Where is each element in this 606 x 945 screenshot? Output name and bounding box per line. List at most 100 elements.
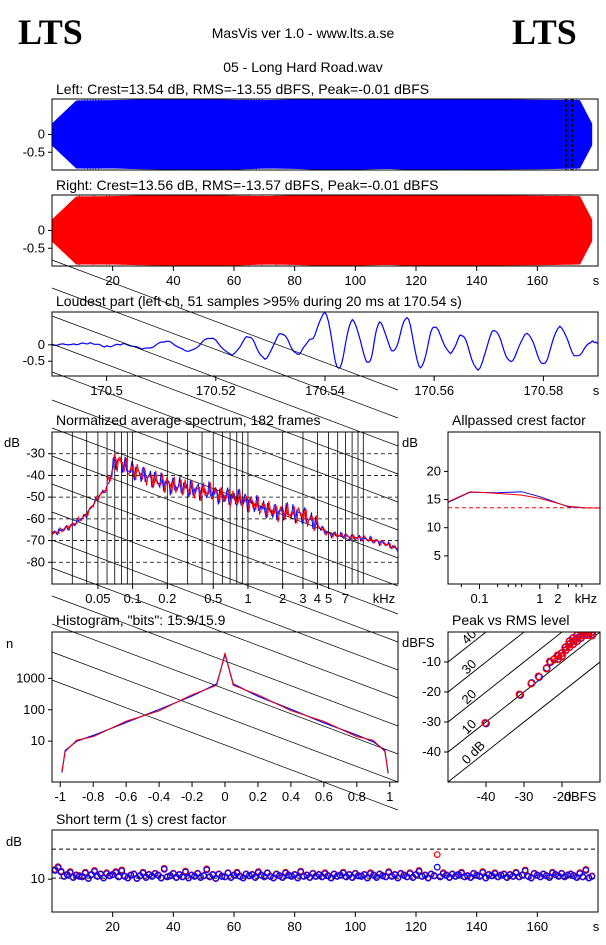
allpassed-ytick-1-label: 15 xyxy=(427,492,441,507)
spectrum-x-unit: kHz xyxy=(373,591,395,606)
right-waveform-xtick-2-label: 60 xyxy=(227,273,241,288)
short-term-point-1-53 xyxy=(212,875,220,883)
spectrum-xtick-2-label: 0.2 xyxy=(158,591,176,606)
histogram-y-unit: n xyxy=(6,636,13,651)
spectrum-slope-line-1 xyxy=(51,287,399,419)
spectrum-slope-line-9 xyxy=(51,511,399,643)
spectrum-ytick-1-label: -40 xyxy=(26,467,45,482)
right-waveform-xtick-1-label: 40 xyxy=(166,273,180,288)
allpassed-x-unit: kHz xyxy=(575,591,597,606)
short-term-point-1-26 xyxy=(130,870,138,878)
short-term-point-1-2 xyxy=(57,868,65,876)
spectrum-slope-line-0 xyxy=(51,259,399,391)
allpassed-y-unit: dB xyxy=(402,435,418,450)
histogram-title: Histogram, "bits": 15.9/15.9 xyxy=(56,612,226,628)
left-waveform-panel: 0 -0.5 xyxy=(23,98,599,171)
short-term-point-1-103 xyxy=(364,874,371,882)
histogram-xtick-6-label: 0.2 xyxy=(249,789,267,804)
allpassed-frame xyxy=(447,431,601,585)
right-waveform-xtick-5-label: 120 xyxy=(405,273,427,288)
short-term-xtick-0-label: 20 xyxy=(105,919,119,934)
short-term-xtick-7-label: 160 xyxy=(526,919,548,934)
peak-rms-point-1-28 xyxy=(569,640,577,649)
loudest-part-line xyxy=(51,311,598,371)
spectrum-xtick-1-label: 0.1 xyxy=(124,591,142,606)
histogram-ytick-0-label: 1000 xyxy=(16,670,45,685)
short-term-xtick-3-label: 80 xyxy=(287,919,301,934)
allpassed-series-1 xyxy=(447,491,600,509)
spectrum-ytick-0-label: -30 xyxy=(26,446,45,461)
short-term-point-1-82 xyxy=(300,873,308,880)
short-term-point-1-81 xyxy=(297,868,305,876)
short-term-point-1-8 xyxy=(75,873,83,880)
short-term-point-1-43 xyxy=(182,868,189,876)
spectrum-xtick-6-label: 3 xyxy=(299,591,306,606)
histogram-xtick-9-label: 0.8 xyxy=(348,789,366,804)
short-term-point-1-125 xyxy=(430,872,438,880)
histogram-left-curve xyxy=(61,652,389,774)
spectrum-frame xyxy=(51,431,399,585)
histogram-ytick-1-label: 100 xyxy=(23,702,45,717)
short-term-point-1-1 xyxy=(54,864,62,872)
loudest-part-x-unit: s xyxy=(593,383,600,398)
spectrum-title: Normalized average spectrum, 182 frames xyxy=(56,412,321,428)
spectrum-slope-line-2 xyxy=(51,315,399,447)
spectrum-slope-line-14 xyxy=(51,651,399,783)
histogram-xtick-0-label: -1 xyxy=(54,789,66,804)
short-term-point-1-143 xyxy=(485,871,493,879)
right-waveform-xtick-4-label: 100 xyxy=(344,273,366,288)
left-waveform-title: Left: Crest=13.54 dB, RMS=-13.55 dBFS, P… xyxy=(56,81,429,97)
short-term-point-1-13 xyxy=(91,868,98,875)
histogram-xtick-5-label: 0 xyxy=(221,789,228,804)
peak-rms-point-1-1 xyxy=(515,690,524,699)
histogram-panel: n 1000 100 10 -1 -0.8 -0.6 -0.4 -0.2 0 0.2 0.4 0.6 0.… xyxy=(6,631,399,804)
file-name: 05 - Long Hard Road.wav xyxy=(223,59,383,75)
left-waveform-ytick-0-label: 0 xyxy=(38,127,45,142)
histogram-xtick-1-label: -0.8 xyxy=(82,789,104,804)
right-waveform-x-unit: s xyxy=(593,273,600,288)
histogram-xtick-7-label: 0.4 xyxy=(282,789,300,804)
short-term-point-1-126 xyxy=(433,863,441,871)
peak-vs-rms-xtick-1-label: -30 xyxy=(515,789,534,804)
spectrum-slope-line-3 xyxy=(51,343,399,475)
short-term-point-1-147 xyxy=(497,871,505,879)
crest-line-2 xyxy=(448,632,563,723)
right-waveform-xtick-3-label: 80 xyxy=(287,273,301,288)
allpassed-crest-title: Allpassed crest factor xyxy=(452,412,586,428)
spectrum-y-unit: dB xyxy=(4,435,20,450)
peak-vs-rms-x-unit: dBFS xyxy=(564,789,597,804)
short-term-xtick-1-label: 40 xyxy=(166,919,180,934)
right-waveform-title: Right: Crest=13.56 dB, RMS=-13.57 dBFS, … xyxy=(56,177,438,193)
spectrum-ytick-3-label: -60 xyxy=(26,511,45,526)
short-term-point-1-155 xyxy=(521,867,529,875)
spectrum-ytick-4-label: -70 xyxy=(26,533,45,548)
allpassed-xtick-2-label: 2 xyxy=(554,591,561,606)
short-term-point-1-16 xyxy=(100,874,107,882)
peak-vs-rms-xtick-0-label: -40 xyxy=(477,789,496,804)
spectrum-xtick-4-label: 1 xyxy=(244,591,251,606)
short-term-xtick-4-label: 100 xyxy=(344,919,366,934)
spectrum-slope-line-11 xyxy=(51,567,399,699)
peak-vs-rms-xtick-2-label: -20 xyxy=(553,789,572,804)
crest-line-0 xyxy=(448,661,600,782)
peak-rms-point-1-0 xyxy=(481,719,490,727)
spectrum-right-curve xyxy=(51,453,399,551)
right-waveform-panel: 0 -0.5 20 40 60 80 100 120 140 160 s xyxy=(23,194,600,288)
right-waveform-xtick-7-label: 160 xyxy=(526,273,548,288)
short-term-point-1-36 xyxy=(160,865,168,873)
short-term-point-1-175 xyxy=(582,867,590,874)
histogram-xtick-8-label: 0.6 xyxy=(315,789,333,804)
peak-rms-point-1-29 xyxy=(572,634,581,643)
loudest-part-xtick-0-label: 170.5 xyxy=(90,383,123,398)
right-waveform-ytick-0-label: 0 xyxy=(38,223,45,238)
short-term-xtick-5-label: 120 xyxy=(405,919,427,934)
right-waveform-xtick-0-label: 20 xyxy=(105,273,119,288)
histogram-xtick-3-label: -0.4 xyxy=(148,789,170,804)
spectrum-xtick-0-label: 0.05 xyxy=(85,591,110,606)
short-term-point-1-108 xyxy=(379,872,387,880)
short-term-point-1-22 xyxy=(118,867,126,875)
peak-rms-point-1-3 xyxy=(534,672,543,681)
peak-rms-point-1-26 xyxy=(553,655,562,664)
